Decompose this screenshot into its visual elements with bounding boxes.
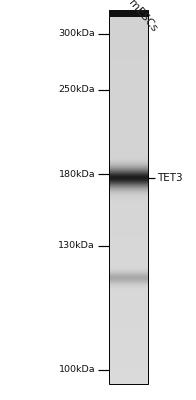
- Text: 180kDa: 180kDa: [58, 170, 95, 178]
- Bar: [109, 10, 148, 17]
- Text: mESCs: mESCs: [126, 0, 159, 34]
- Text: 250kDa: 250kDa: [58, 86, 95, 94]
- Bar: [109, 10, 148, 384]
- Text: TET3: TET3: [157, 173, 183, 183]
- Text: 100kDa: 100kDa: [58, 366, 95, 374]
- Text: 130kDa: 130kDa: [58, 242, 95, 250]
- Text: 300kDa: 300kDa: [58, 30, 95, 38]
